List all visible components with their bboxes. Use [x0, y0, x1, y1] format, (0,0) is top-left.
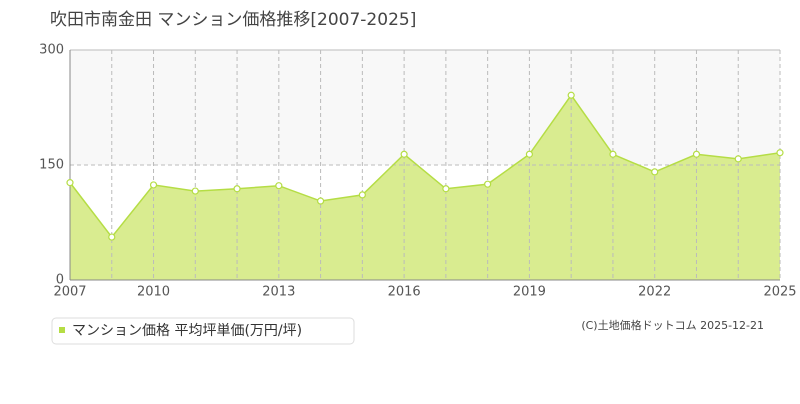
point	[400, 150, 408, 158]
chart-title: 吹田市南金田 マンション価格推移[2007-2025]	[50, 10, 416, 30]
y-tick-label: 300	[39, 43, 64, 58]
legend-box	[51, 317, 355, 345]
x-tick-label: 2025	[763, 285, 796, 300]
x-tick-label: 2007	[53, 285, 86, 300]
point	[651, 168, 659, 176]
point	[358, 191, 366, 199]
legend-label: マンション価格 平均坪単価(万円/坪)	[72, 323, 302, 339]
x-tick-label: 2019	[513, 285, 546, 300]
point	[108, 233, 116, 241]
point	[609, 150, 617, 158]
point	[525, 150, 534, 158]
point	[191, 187, 199, 195]
area-fill	[70, 95, 780, 280]
upper-band	[70, 50, 780, 165]
x-tick-label: 2013	[262, 285, 295, 300]
point	[442, 185, 450, 193]
point	[149, 181, 158, 189]
x-tick-label: 2022	[638, 285, 671, 300]
x-tick-label: 2010	[137, 285, 170, 300]
point	[316, 197, 325, 205]
point	[66, 179, 74, 187]
point	[692, 150, 701, 158]
point	[567, 91, 575, 99]
point	[233, 185, 241, 193]
point	[776, 149, 784, 157]
point	[484, 180, 492, 188]
credit: (C)土地価格ドットコム 2025-12-21	[581, 318, 764, 332]
y-tick-label: 0	[56, 273, 64, 288]
line	[69, 93, 781, 239]
x-tick-label: 2016	[388, 285, 421, 300]
point	[275, 182, 283, 190]
legend-swatch	[59, 327, 65, 333]
y-tick-label: 150	[39, 158, 64, 173]
point	[734, 155, 742, 163]
